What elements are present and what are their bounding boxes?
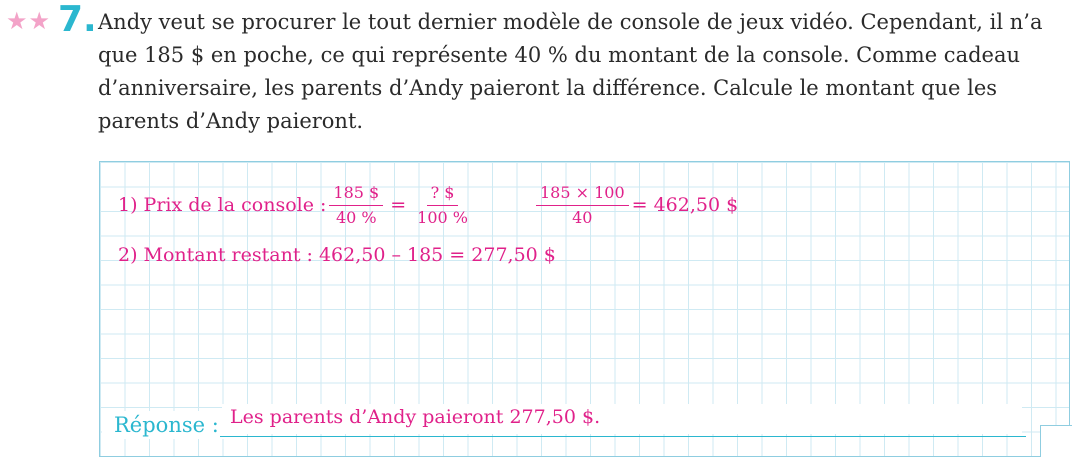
answer-underline — [220, 436, 1026, 437]
step1-result: = 462,50 $ — [631, 194, 739, 216]
fraction-numerator: 185 $ — [329, 183, 384, 206]
fraction-unknown-over-100: ? $ 100 % — [413, 183, 472, 228]
answer-text: Les parents d’Andy paieront 277,50 $. — [230, 406, 601, 428]
fraction-numerator: 185 × 100 — [535, 183, 629, 206]
answer-background — [222, 404, 1022, 434]
solution-step-1: 1) Prix de la console : 185 $ 40 % = ? $… — [118, 176, 738, 234]
fraction-denominator: 40 % — [335, 207, 377, 227]
star-icon: ★ — [28, 7, 51, 35]
exercise-header: ★ ★ 7. Andy veut se procurer le tout der… — [0, 0, 1088, 150]
exercise-number: 7. — [58, 0, 97, 40]
grid-corner-border — [1040, 425, 1072, 426]
question-text: Andy veut se procurer le tout dernier mo… — [98, 10, 1043, 133]
answer-label: Réponse : — [102, 411, 231, 439]
fraction-computation: 185 × 100 40 — [535, 183, 629, 228]
solution-step-2: 2) Montant restant : 462,50 – 185 = 277,… — [118, 244, 556, 266]
star-icon: ★ — [6, 7, 28, 35]
step1-label: 1) Prix de la console : — [118, 194, 327, 216]
fraction-denominator: 100 % — [417, 207, 468, 227]
equals-sign: = — [390, 194, 407, 216]
difficulty-stars: ★ ★ — [6, 9, 50, 33]
fraction-185-over-40: 185 $ 40 % — [329, 183, 384, 228]
grid-corner-border — [1040, 425, 1041, 457]
grid-corner-cutout — [1041, 426, 1076, 466]
fraction-numerator: ? $ — [426, 183, 459, 206]
fraction-denominator: 40 — [572, 207, 593, 227]
